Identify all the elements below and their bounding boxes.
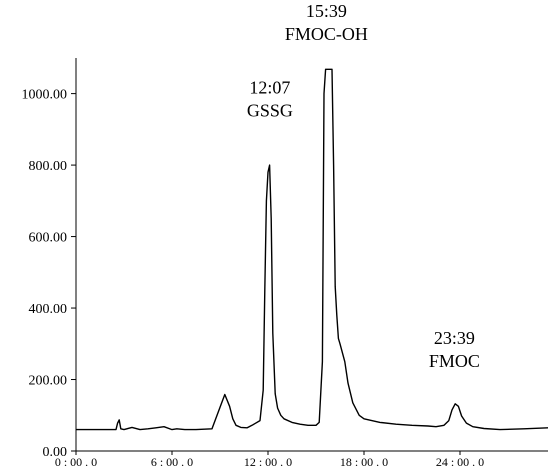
peak-time-label: 23:39 [434,328,475,348]
y-tick-label: 600.00 [29,231,68,246]
y-tick-label: 200.00 [29,374,68,389]
x-tick-label: 12 : 00 . 0 [244,455,292,469]
x-tick-label: 24 : 00 . 0 [436,455,484,469]
peak-name-label: GSSG [247,101,293,121]
chromatogram-line [76,68,548,431]
peak-time-label: 12:07 [249,78,290,98]
y-tick-label: 400.00 [29,302,68,317]
series-layer [76,68,548,431]
annotations: 12:07 GSSG 15:39 FMOC-OH 23:39 FMOC [247,1,480,371]
peak-name-label: FMOC-OH [285,24,368,44]
peak-time-label: 15:39 [306,1,347,21]
peak-name-label: FMOC [429,351,480,371]
y-tick-label: 0.00 [43,445,68,460]
y-tick-label: 1000.00 [22,88,68,103]
axes [75,58,548,452]
y-ticks: 0.00 200.00 400.00 600.00 800.00 1000.00 [22,88,76,460]
x-tick-label: 0 : 00 . 0 [55,455,97,469]
x-tick-label: 6 : 00 . 0 [151,455,193,469]
x-tick-label: 18 : 00 . 0 [340,455,388,469]
x-ticks: 0 : 00 . 0 6 : 00 . 0 12 : 00 . 0 18 : 00 .… [55,451,484,469]
y-tick-label: 800.00 [29,159,68,174]
